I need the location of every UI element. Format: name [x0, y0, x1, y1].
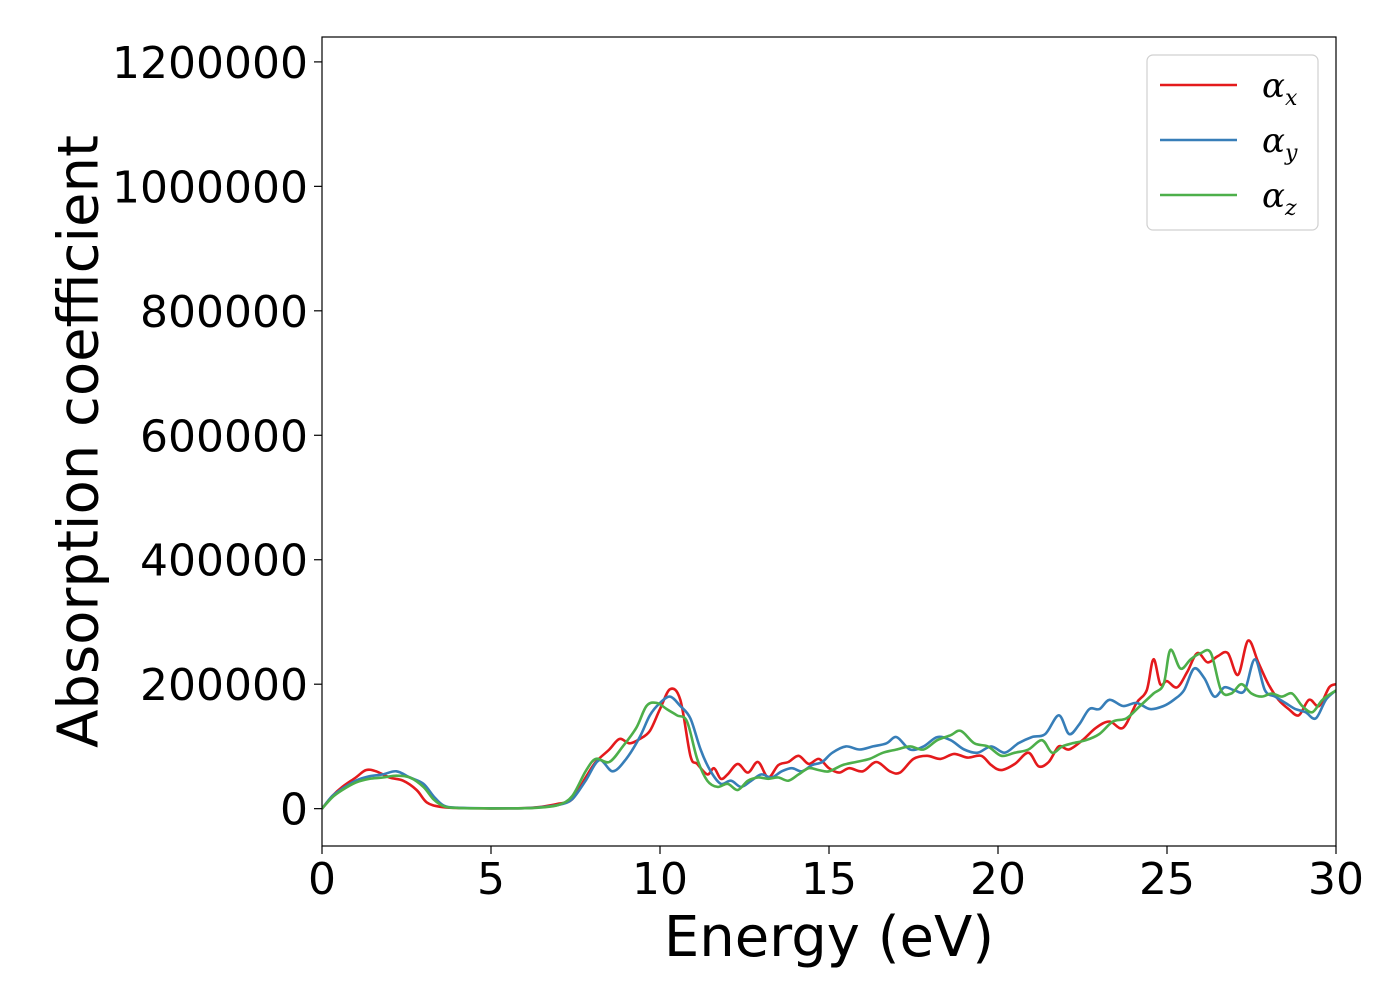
x-tick-label: 25 — [1139, 854, 1195, 905]
series-line-y — [322, 658, 1336, 810]
x-tick-label: 20 — [970, 854, 1026, 905]
legend-box — [1146, 54, 1319, 231]
x-tick-label: 5 — [477, 854, 505, 905]
series-line-z — [322, 648, 1336, 810]
legend-label-subscript: z — [1284, 196, 1297, 221]
legend-label-y: αy — [1262, 121, 1298, 166]
legend-label-symbol: α — [1262, 121, 1285, 161]
y-tick-label: 800000 — [140, 287, 308, 338]
legend-label-subscript: x — [1285, 86, 1298, 111]
x-tick-label: 10 — [632, 854, 688, 905]
y-axis: 0 200000 400000 600000 800000 1000000 1200000 — [112, 38, 322, 836]
legend-label-symbol: α — [1262, 66, 1285, 106]
y-tick-label: 1000000 — [112, 162, 308, 213]
y-tick-label: 0 — [280, 785, 308, 836]
legend-label-x: αx — [1262, 66, 1298, 111]
y-tick-label: 200000 — [140, 660, 308, 711]
x-axis-label: Energy (eV) — [664, 905, 994, 970]
legend-label-z: αz — [1262, 176, 1297, 221]
y-axis-label: Absorption coefficient — [47, 135, 112, 748]
legend-label-symbol: α — [1262, 176, 1285, 216]
x-tick-label: 0 — [308, 854, 336, 905]
x-tick-label: 30 — [1308, 854, 1364, 905]
y-tick-label: 600000 — [140, 411, 308, 462]
plot-area — [322, 639, 1336, 810]
x-axis: 0 5 10 15 20 25 30 — [308, 846, 1364, 905]
x-tick-label: 15 — [801, 854, 857, 905]
legend-label-subscript: y — [1284, 141, 1298, 166]
y-tick-label: 400000 — [140, 536, 308, 587]
y-tick-label: 1200000 — [112, 38, 308, 89]
